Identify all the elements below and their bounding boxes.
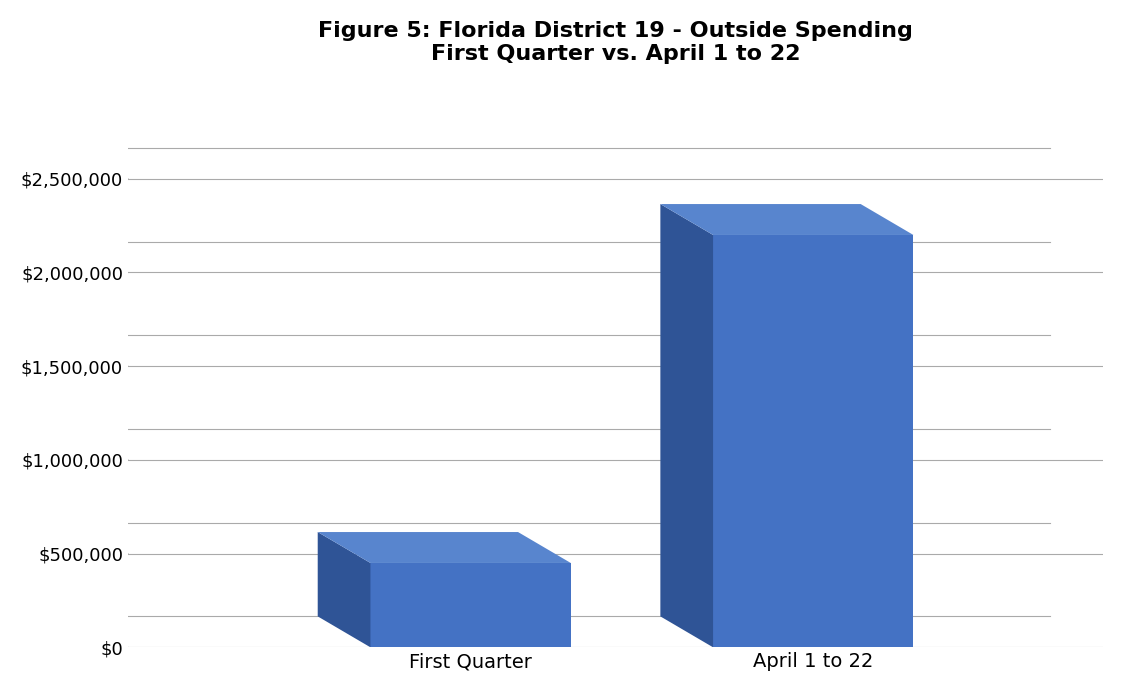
Title: Figure 5: Florida District 19 - Outside Spending
First Quarter vs. April 1 to 22: Figure 5: Florida District 19 - Outside … — [318, 21, 913, 64]
Polygon shape — [661, 204, 713, 647]
Polygon shape — [713, 235, 914, 647]
Polygon shape — [661, 204, 914, 235]
Polygon shape — [371, 563, 571, 647]
Polygon shape — [318, 532, 571, 563]
Polygon shape — [318, 532, 371, 647]
